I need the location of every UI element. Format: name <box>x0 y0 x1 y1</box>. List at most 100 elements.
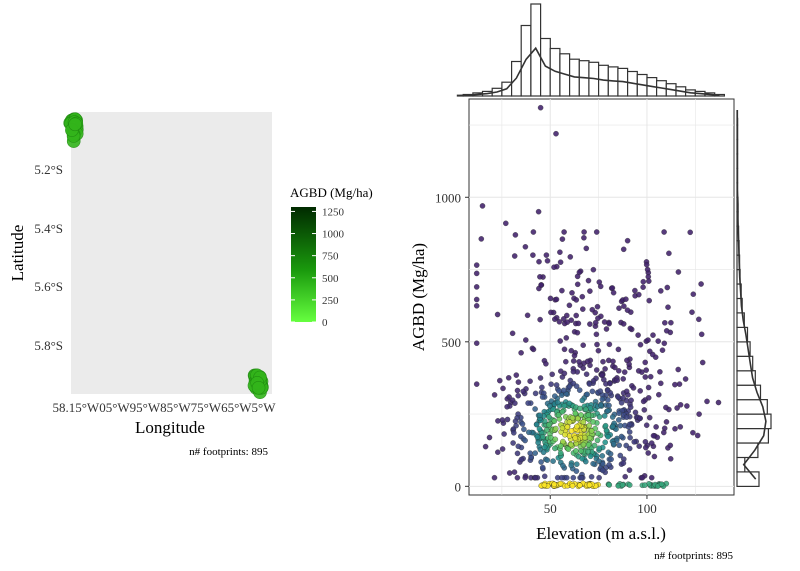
scatter-point <box>615 346 622 353</box>
scatter-point <box>649 351 656 358</box>
scatter-point <box>514 387 521 394</box>
scatter-point <box>550 458 556 464</box>
scatter-point <box>592 319 599 326</box>
scatter-point <box>552 445 558 452</box>
scatter-point <box>504 416 511 423</box>
scatter-point <box>559 236 566 242</box>
scatter-point <box>620 376 626 382</box>
scatter-point <box>593 367 600 373</box>
scatter-point <box>627 325 634 332</box>
scatter-point <box>511 430 517 436</box>
scatter-point <box>640 284 646 290</box>
scatter-point <box>553 425 559 432</box>
scatter-point <box>580 342 586 348</box>
scatter-point <box>677 402 684 408</box>
scatter-point <box>572 435 578 441</box>
scatter-point <box>584 391 590 398</box>
scatter-point <box>606 462 612 468</box>
scatter-point <box>675 366 681 373</box>
scatter-point <box>646 297 652 304</box>
scatter-point <box>645 450 651 456</box>
scatter-point <box>661 340 668 347</box>
scatter-point <box>590 266 597 273</box>
scatter-point <box>473 284 480 290</box>
scatter-point <box>632 287 638 294</box>
scatter-point <box>532 406 538 412</box>
scatter-point <box>606 402 612 409</box>
scatter-point <box>624 307 631 313</box>
scatter-point <box>556 388 562 394</box>
scatter-point <box>505 375 512 381</box>
y-tick-label: 1000 <box>435 190 461 205</box>
scatter-point <box>552 436 559 443</box>
scatter-point <box>535 439 541 446</box>
scatter-point <box>539 384 545 391</box>
scatter-point <box>640 278 647 285</box>
scatter-point <box>583 371 590 377</box>
scatter-point <box>522 244 529 250</box>
scatter-point <box>604 408 611 414</box>
scatter-point <box>581 235 587 241</box>
scatter-point <box>535 208 542 215</box>
scatter-point <box>512 400 518 406</box>
scatter-point <box>696 411 702 417</box>
scatter-point <box>594 303 601 310</box>
scatter-point <box>608 456 614 463</box>
right-marginal-density-curve <box>736 117 767 480</box>
scatter-point <box>648 474 655 481</box>
scatter-point <box>576 387 583 393</box>
scatter-point <box>495 449 501 455</box>
scatter-point <box>590 378 597 384</box>
scatter-point <box>643 422 650 428</box>
y-tick-label: 500 <box>442 335 462 350</box>
scatter-point <box>626 482 633 488</box>
scatter-point <box>698 331 705 338</box>
scatter-point <box>506 470 513 476</box>
scatter-point <box>557 249 563 255</box>
scatter-point <box>511 253 518 259</box>
scatter-point <box>473 262 480 268</box>
scatter-point <box>527 450 533 456</box>
scatter-point <box>599 396 606 403</box>
top-marginal-density-curve <box>460 46 720 97</box>
right-marginal-histogram <box>736 109 772 487</box>
scatter-point <box>587 321 593 327</box>
scatter-point <box>577 405 583 412</box>
scatter-point <box>602 439 608 446</box>
scatter-point <box>627 404 634 410</box>
scatter-point <box>520 388 526 395</box>
scatter-point <box>616 305 622 311</box>
map-y-tick-label: 5.8°S <box>34 338 63 353</box>
scatter-point <box>514 474 521 481</box>
scatter-point <box>578 474 585 481</box>
scatter-point <box>618 400 625 406</box>
scatter-point <box>672 381 678 388</box>
scatter-point <box>667 442 674 449</box>
scatter-point <box>559 287 565 294</box>
scatter-panel: 0 500 1000 50 100 Elevation (m a.s.l.) AGBD… <box>409 3 772 562</box>
scatter-point <box>551 481 558 488</box>
scatter-point <box>617 452 624 459</box>
scatter-point <box>494 311 501 318</box>
scatter-point <box>553 382 560 388</box>
scatter-point <box>580 419 587 425</box>
scatter-point <box>473 381 480 387</box>
map-y-tick-label: 5.6°S <box>34 279 63 294</box>
scatter-point <box>635 332 641 338</box>
scatter-point <box>648 440 655 446</box>
scatter-point <box>522 474 528 481</box>
scatter-point <box>653 424 659 430</box>
scatter-point <box>603 326 610 332</box>
scatter-point <box>568 317 575 323</box>
scatter-point <box>616 410 622 417</box>
scatter-point <box>561 370 568 377</box>
scatter-point <box>558 443 564 449</box>
scatter-point <box>532 474 539 481</box>
scatter-point <box>597 388 604 394</box>
scatter-point <box>543 361 549 367</box>
scatter-point <box>663 419 670 425</box>
scatter-point <box>566 400 573 407</box>
scatter-point <box>491 474 498 481</box>
scatter-point <box>610 358 616 365</box>
